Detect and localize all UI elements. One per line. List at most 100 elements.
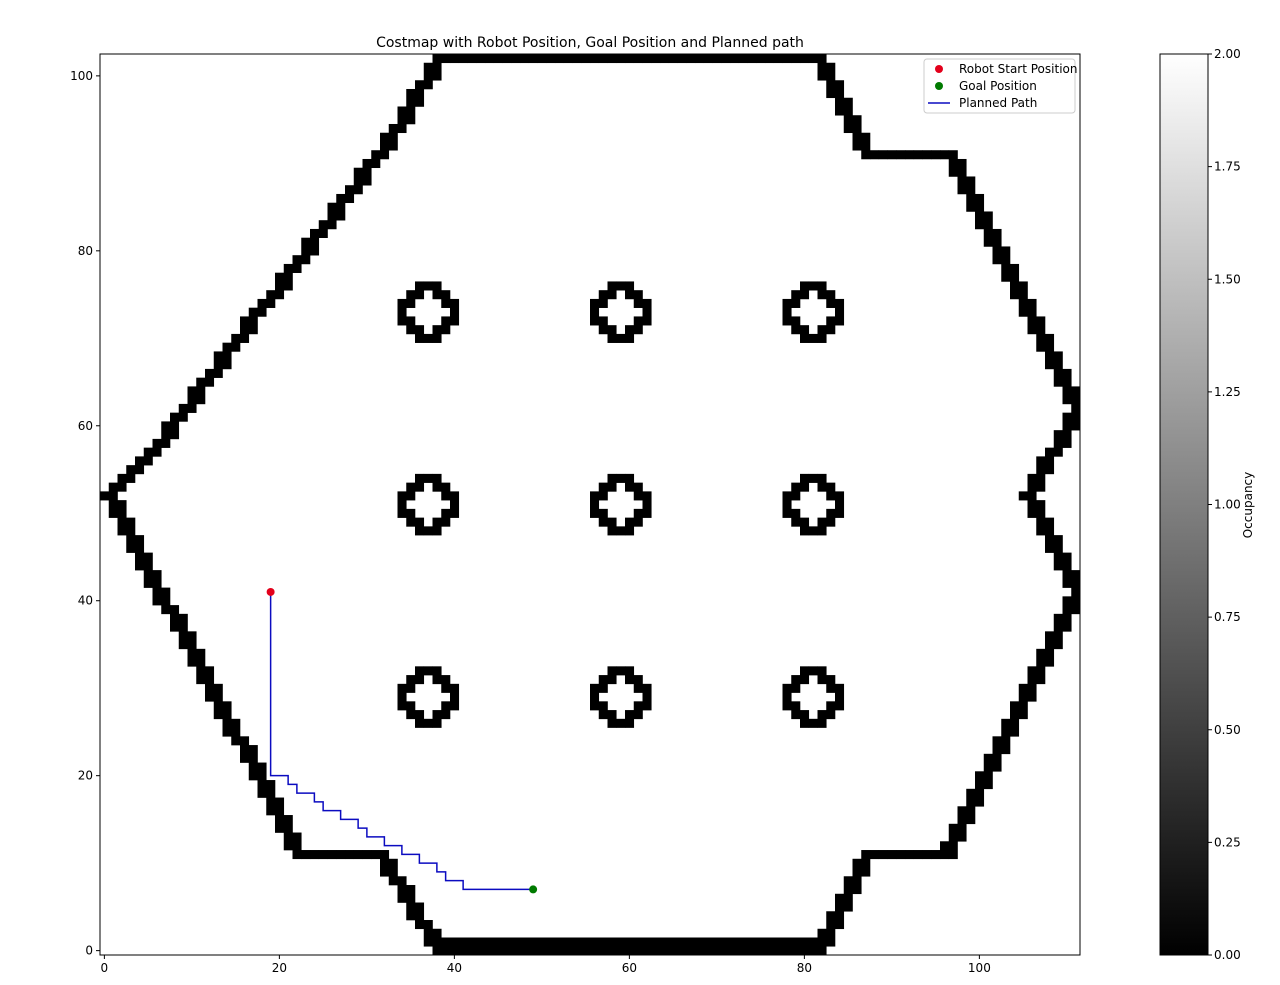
occupancy-cell: [493, 54, 503, 64]
occupancy-cell: [353, 167, 363, 195]
occupancy-cell: [283, 263, 293, 291]
occupancy-cell: [835, 80, 845, 116]
occupancy-cell: [607, 281, 617, 300]
occupancy-cell: [292, 255, 302, 273]
occupancy-cell: [835, 893, 845, 930]
occupancy-cell: [152, 438, 162, 457]
occupancy-cell: [913, 850, 923, 860]
occupancy-cell: [1045, 517, 1055, 553]
x-tick-label: 60: [622, 961, 637, 975]
occupancy-cell: [598, 675, 608, 693]
occupancy-cell: [616, 526, 626, 536]
occupancy-cell: [196, 648, 206, 685]
occupancy-cell: [458, 54, 468, 64]
occupancy-cell: [616, 718, 626, 728]
occupancy-cell: [572, 54, 582, 64]
occupancy-cell: [432, 281, 442, 300]
occupancy-cell: [800, 281, 810, 300]
occupancy-cell: [598, 316, 608, 335]
occupancy-cell: [590, 683, 600, 711]
occupancy-cell: [835, 298, 845, 326]
occupancy-cell: [782, 54, 792, 64]
occupancy-cell: [406, 88, 416, 125]
occupancy-cell: [633, 54, 643, 64]
occupancy-cell: [983, 211, 993, 247]
occupancy-cell: [213, 351, 223, 378]
occupancy-cell: [712, 54, 722, 64]
occupancy-cell: [983, 753, 993, 790]
occupancy-cell: [598, 508, 608, 527]
occupancy-cell: [528, 937, 538, 956]
occupancy-cell: [773, 937, 783, 956]
occupancy-cell: [310, 850, 320, 860]
occupancy-cell: [607, 325, 617, 343]
occupancy-cell: [931, 150, 941, 160]
legend-marker: [935, 65, 943, 73]
occupancy-cell: [117, 473, 127, 492]
occupancy-cell: [415, 710, 425, 728]
y-tick-label: 0: [85, 944, 93, 958]
colorbar-tick-label: 1.25: [1214, 385, 1241, 399]
occupancy-cell: [1045, 631, 1055, 667]
occupancy-cell: [432, 517, 442, 536]
occupancy-cell: [922, 150, 932, 160]
occupancy-cell: [318, 220, 328, 238]
occupancy-cell: [905, 150, 915, 160]
occupancy-cell: [240, 736, 250, 763]
occupancy-cell: [205, 368, 215, 387]
occupancy-cell: [327, 202, 337, 230]
occupancy-cell: [406, 290, 416, 308]
plot-frame: [99, 53, 1081, 956]
occupancy-cell: [633, 316, 643, 335]
occupancy-cell: [598, 290, 608, 308]
occupancy-cell: [651, 937, 661, 956]
occupancy-cell: [248, 307, 258, 335]
occupancy-cell: [432, 710, 442, 728]
occupancy-cell: [1036, 648, 1046, 685]
occupancy-cell: [178, 403, 188, 422]
occupancy-cell: [677, 54, 687, 64]
occupancy-cell: [458, 937, 468, 956]
occupancy-cell: [423, 718, 433, 728]
occupancy-cell: [878, 850, 888, 860]
occupancy-cell: [826, 508, 836, 527]
colorbar-label: Occupancy: [1241, 472, 1255, 539]
occupancy-cell: [791, 675, 801, 693]
occupancy-cell: [975, 193, 985, 230]
occupancy-cell: [423, 281, 433, 291]
occupancy-cell: [695, 937, 705, 956]
x-tick-label: 100: [968, 961, 991, 975]
occupancy-cell: [642, 937, 652, 956]
occupancy-cell: [432, 928, 442, 956]
occupancy-cell: [100, 491, 110, 501]
occupancy-cell: [502, 54, 512, 64]
occupancy-cell: [231, 718, 241, 746]
occupancy-cell: [695, 54, 705, 64]
occupancy-cell: [817, 666, 827, 685]
occupancy-cell: [432, 666, 442, 685]
occupancy-cell: [432, 54, 442, 81]
occupancy-cell: [808, 333, 818, 343]
occupancy-cell: [870, 150, 880, 160]
occupancy-cell: [887, 150, 897, 160]
colorbar-ticks: 0.00 0.25 0.50 0.75 1.00 1.25 1.50 1.75 2.00: [1208, 47, 1241, 962]
occupancy-cell: [800, 666, 810, 685]
occupancy-cell: [406, 885, 416, 921]
occupancy-cell: [161, 421, 171, 448]
occupancy-cell: [791, 290, 801, 308]
occupancy-cell: [765, 54, 775, 64]
occupancy-cell: [1062, 368, 1072, 405]
y-tick-label: 60: [78, 419, 93, 433]
occupancy-cell: [415, 80, 425, 107]
occupancy-cell: [528, 54, 538, 64]
occupancy-cell: [625, 325, 635, 343]
occupancy-cell: [817, 473, 827, 492]
occupancy-cell: [817, 710, 827, 728]
occupancy-cell: [555, 54, 565, 64]
occupancy-cell: [712, 937, 722, 956]
occupancy-cell: [668, 937, 678, 956]
occupancy-cell: [957, 806, 967, 842]
occupancy-cell: [441, 675, 451, 693]
x-tick-label: 80: [797, 961, 812, 975]
occupancy-cell: [800, 473, 810, 492]
